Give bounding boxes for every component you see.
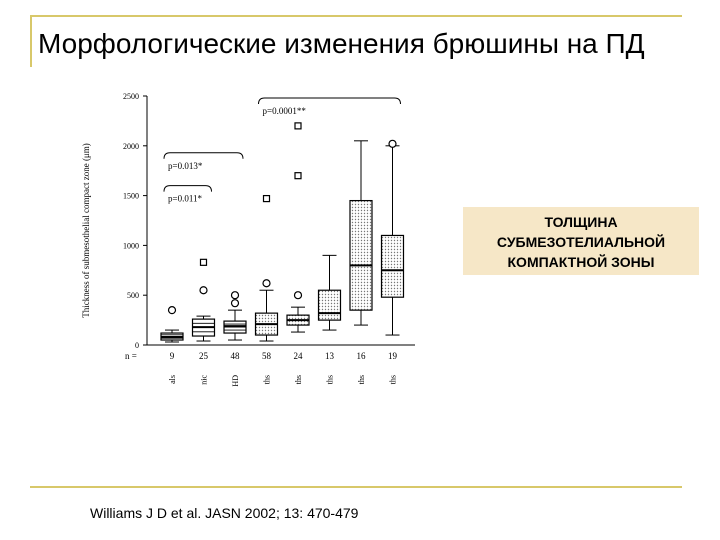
outlier-square xyxy=(262,194,271,203)
significance-label: p=0.013* xyxy=(168,161,203,171)
group-label: ths xyxy=(263,375,272,384)
callout-box: ТОЛЩИНА СУБМЕЗОТЕЛИАЛЬНОЙ КОМПАКТНОЙ ЗОН… xyxy=(463,207,699,275)
outlier-circle xyxy=(230,291,240,300)
y-tick-label: 2000 xyxy=(123,142,139,151)
box xyxy=(349,199,373,311)
n-label: 24 xyxy=(294,351,304,361)
n-label: 16 xyxy=(357,351,367,361)
y-tick-label: 1500 xyxy=(123,192,139,201)
title-left-rule xyxy=(30,15,32,67)
boxplot-figure: 0 500 1000 1500 2000 2500 Thickness of submeso… xyxy=(75,80,425,410)
callout-line-1: ТОЛЩИНА xyxy=(544,214,618,230)
n-label: 58 xyxy=(262,351,272,361)
significance-bracket xyxy=(163,185,212,192)
group-label: ths xyxy=(326,375,335,384)
callout-line-3: КОМПАКТНОЙ ЗОНЫ xyxy=(507,254,655,270)
y-tick-label: 2500 xyxy=(123,92,139,101)
significance-bracket xyxy=(163,152,244,159)
y-tick-label: 0 xyxy=(135,341,139,350)
group-label: als xyxy=(168,375,177,384)
group-label: ths xyxy=(389,375,398,384)
group-label: ths xyxy=(294,375,303,384)
n-label: 48 xyxy=(231,351,241,361)
outlier-square xyxy=(294,172,302,180)
group-label: ths xyxy=(357,375,366,384)
y-axis-label: Thickness of submesothelial compact zone… xyxy=(81,143,91,318)
significance-label: p=0.0001** xyxy=(263,106,307,116)
group-label: nic xyxy=(200,375,209,385)
footer-rule xyxy=(30,486,682,488)
group-label: HD xyxy=(231,375,240,387)
outlier-square xyxy=(294,122,302,130)
citation: Williams J D et al. JASN 2002; 13: 470-4… xyxy=(90,505,359,521)
boxplot-chart: 0 500 1000 1500 2000 2500 Thickness of submeso… xyxy=(81,92,415,387)
box xyxy=(380,234,405,298)
y-tick-label: 500 xyxy=(127,291,139,300)
outlier-circle xyxy=(293,291,303,300)
title-top-rule xyxy=(30,15,682,17)
outlier-circle xyxy=(230,299,240,308)
outlier-square xyxy=(199,258,208,266)
n-label: 9 xyxy=(170,351,175,361)
n-label: 13 xyxy=(325,351,335,361)
n-prefix-label: n = xyxy=(125,351,137,361)
significance-label: p=0.011* xyxy=(168,194,202,204)
outlier-circle xyxy=(167,306,177,315)
y-tick-label: 1000 xyxy=(123,241,139,250)
significance-bracket xyxy=(258,97,401,105)
outlier-circle xyxy=(388,139,397,148)
callout-line-2: СУБМЕЗОТЕЛИАЛЬНОЙ xyxy=(496,234,666,250)
n-label: 25 xyxy=(199,351,209,361)
outlier-circle xyxy=(199,286,208,295)
outlier-circle xyxy=(262,279,271,288)
box xyxy=(317,289,342,321)
n-label: 19 xyxy=(388,351,398,361)
slide-title: Морфологические изменения брюшины на ПД xyxy=(38,28,645,59)
